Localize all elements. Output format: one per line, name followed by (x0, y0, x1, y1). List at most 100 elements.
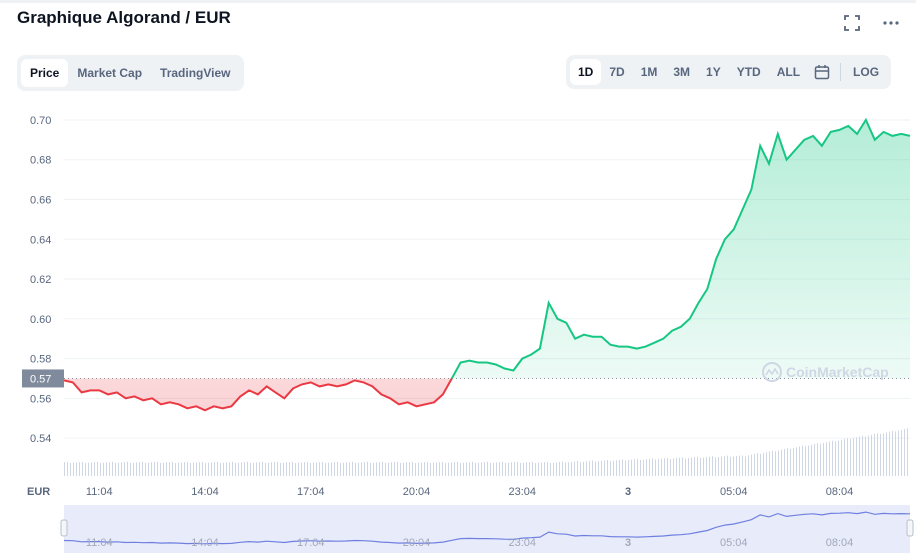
volume-bar (169, 462, 170, 476)
log-toggle[interactable]: LOG (853, 65, 880, 79)
volume-bar (820, 443, 821, 476)
range-divider (840, 63, 842, 81)
tab-price[interactable]: Price (21, 59, 69, 87)
volume-bar (388, 462, 389, 476)
x-tick-label: 05:04 (720, 486, 748, 498)
volume-bar (376, 462, 377, 476)
volume-bar (490, 463, 491, 476)
volume-bar (259, 462, 260, 476)
range-3m[interactable]: 3M (673, 65, 691, 79)
currency-label: EUR (27, 486, 50, 498)
volume-bar (541, 462, 542, 476)
range-navigator[interactable]: 11:04 14:04 17:04 20:04 23:04 3 05:04 08:04 (60, 505, 914, 553)
volume-bar (646, 459, 647, 476)
volume-bar (79, 462, 80, 476)
volume-bar (385, 463, 386, 476)
navigator-handle-right[interactable] (906, 519, 914, 537)
navigator-line (63, 511, 911, 545)
volume-bar (190, 463, 191, 476)
volume-bar (181, 462, 182, 476)
fullscreen-icon[interactable] (843, 14, 861, 32)
volume-bar (199, 462, 200, 476)
range-1d[interactable]: 1D (570, 59, 602, 85)
volume-bar (682, 457, 683, 476)
volume-bar (373, 462, 374, 476)
volume-bar (733, 456, 734, 476)
volume-bar (652, 458, 653, 476)
volume-bar (145, 463, 146, 476)
volume-bar (859, 436, 860, 476)
volume-bar (319, 462, 320, 476)
watermark: CoinMarketCap (762, 362, 889, 382)
tab-tradingview[interactable]: TradingView (160, 66, 231, 80)
volume-bar (496, 462, 497, 476)
volume-bar (82, 461, 83, 476)
volume-bar (667, 457, 668, 476)
navigator-handle-left[interactable] (60, 519, 68, 537)
volume-bar (847, 438, 848, 476)
volume-bar (586, 461, 587, 476)
tab-market-cap[interactable]: Market Cap (77, 66, 143, 80)
volume-bar (160, 463, 161, 476)
volume-bar (343, 462, 344, 476)
navigator-tick-label: 17:04 (297, 537, 325, 549)
volume-bar (631, 459, 632, 476)
range-all[interactable]: ALL (776, 65, 801, 79)
volume-bar (757, 453, 758, 476)
volume-bar (604, 460, 605, 476)
volume-bar (412, 461, 413, 476)
volume-bar (85, 463, 86, 476)
volume-bar (325, 463, 326, 476)
range-selector: 1D 7D 1M 3M 1Y YTD ALL LOG (566, 55, 892, 89)
volume-bar (253, 462, 254, 476)
volume-bar (142, 461, 143, 476)
volume-bar (211, 462, 212, 476)
volume-bar (292, 461, 293, 476)
volume-bar (322, 461, 323, 476)
volume-bar (637, 458, 638, 476)
volume-bar (592, 460, 593, 476)
range-1m[interactable]: 1M (640, 65, 658, 79)
volume-bar (745, 456, 746, 476)
volume-bar (148, 462, 149, 476)
volume-bar (304, 462, 305, 476)
x-tick-label: 08:04 (826, 486, 854, 498)
volume-bar (520, 463, 521, 476)
y-axis: 0.70 0.68 0.66 0.64 0.62 0.60 0.58 0.56 0.54 (30, 115, 51, 445)
range-7d[interactable]: 7D (609, 65, 625, 79)
range-1y[interactable]: 1Y (706, 65, 721, 79)
volume-bar (451, 462, 452, 476)
volume-bar (736, 455, 737, 476)
more-icon[interactable] (882, 14, 900, 32)
volume-bar (829, 441, 830, 476)
y-tick-label: 0.64 (30, 234, 51, 246)
volume-bar (868, 435, 869, 476)
volume-bar (571, 461, 572, 476)
volume-bar (823, 443, 824, 476)
volume-bar (154, 462, 155, 476)
volume-bar (241, 462, 242, 476)
volume-bar (622, 459, 623, 476)
volume-bar (844, 439, 845, 476)
volume-bar (685, 458, 686, 476)
volume-bar (481, 462, 482, 476)
volume-bar (580, 462, 581, 476)
volume-bar (508, 462, 509, 476)
x-tick-label: 14:04 (191, 486, 219, 498)
volume-bar (769, 451, 770, 476)
reference-badge: 0.57 (22, 369, 64, 388)
volume-bar (781, 449, 782, 476)
volume-bar (883, 433, 884, 476)
volume-bar (334, 462, 335, 476)
volume-bar (673, 458, 674, 476)
navigator-window[interactable] (64, 505, 910, 553)
volume-bar (556, 462, 557, 476)
volume-bar (244, 462, 245, 476)
calendar-icon[interactable] (812, 59, 832, 85)
volume-bar (568, 462, 569, 476)
volume-bar (616, 460, 617, 476)
range-ytd[interactable]: YTD (736, 65, 761, 79)
x-axis: 11:04 14:04 17:04 20:04 23:04 3 05:04 08:04 (86, 486, 853, 498)
volume-bar (577, 461, 578, 476)
volume-bar (517, 461, 518, 476)
